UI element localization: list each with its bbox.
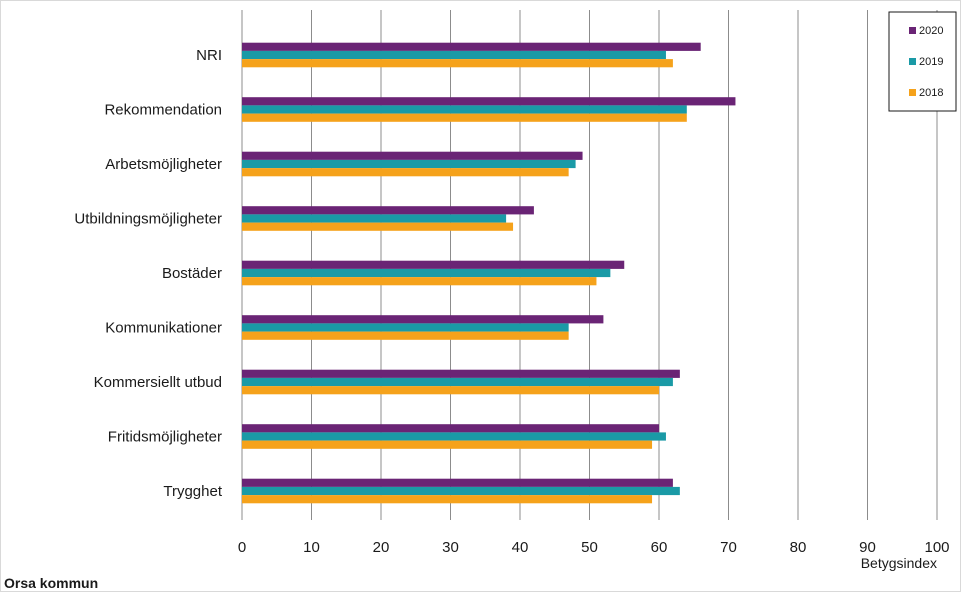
bar-2019-2 [242, 159, 576, 169]
category-label: NRI [196, 47, 222, 64]
bar-2018-2 [242, 168, 569, 177]
x-tick-label: 10 [303, 539, 320, 556]
category-label: Arbetsmöjligheter [105, 156, 222, 173]
legend-swatch-2020 [909, 27, 916, 34]
bar-2020-4 [242, 260, 625, 269]
bar-2020-6 [242, 369, 680, 378]
category-label: Kommersiellt utbud [94, 374, 222, 391]
bar-2019-3 [242, 214, 507, 223]
bar-2019-8 [242, 486, 680, 496]
bar-2020-3 [242, 206, 534, 215]
bar-2018-8 [242, 495, 653, 504]
bar-2020-8 [242, 478, 673, 487]
category-label: Trygghet [163, 483, 222, 500]
category-label: Bostäder [162, 265, 222, 282]
x-tick-label: 60 [651, 539, 668, 556]
category-labels: NRI Rekommendation Arbetsmöjligheter Utbild… [74, 47, 222, 500]
bar-2020-1 [242, 97, 736, 106]
bar-2018-7 [242, 440, 653, 449]
bar-2020-5 [242, 315, 604, 324]
legend: 2020 2019 2018 [888, 11, 957, 112]
category-label: Fritidsmöjligheter [108, 429, 222, 446]
bar-2019-4 [242, 268, 611, 278]
legend-swatch-2019 [909, 58, 916, 65]
x-tick-label: 90 [859, 539, 876, 556]
bars [242, 42, 736, 504]
x-tick-labels: 0 10 20 30 40 50 60 70 80 90 100 [238, 539, 950, 556]
legend-label-2019: 2019 [919, 56, 943, 68]
footer-title: Orsa kommun [4, 575, 99, 591]
x-tick-label: 80 [790, 539, 807, 556]
legend-swatch-2018 [909, 89, 916, 96]
legend-box [888, 11, 957, 112]
legend-label-2020: 2020 [919, 25, 943, 37]
x-tick-label: 50 [581, 539, 598, 556]
x-tick-label: 20 [373, 539, 390, 556]
bar-2018-5 [242, 331, 569, 340]
category-label: Rekommendation [104, 102, 222, 119]
bar-2020-0 [242, 42, 701, 51]
bar-2018-1 [242, 113, 687, 122]
x-tick-label: 0 [238, 539, 246, 556]
bar-2018-3 [242, 222, 514, 231]
bar-2019-0 [242, 50, 666, 60]
legend-label-2018: 2018 [919, 87, 943, 99]
bar-2019-6 [242, 377, 673, 387]
bar-2020-7 [242, 424, 659, 433]
x-tick-label: 100 [924, 539, 949, 556]
bar-2019-7 [242, 432, 666, 441]
x-tick-label: 40 [512, 539, 529, 556]
category-label: Utbildningsmöjligheter [74, 211, 222, 228]
bar-2019-5 [242, 323, 569, 332]
x-tick-label: 70 [720, 539, 737, 556]
bar-2018-4 [242, 277, 597, 286]
bar-2019-1 [242, 105, 687, 114]
bar-2020-2 [242, 151, 583, 160]
category-label: Kommunikationer [105, 320, 222, 337]
bar-2018-0 [242, 59, 673, 68]
x-tick-label: 30 [442, 539, 459, 556]
x-axis-title: Betygsindex [861, 555, 937, 571]
bar-2018-6 [242, 386, 659, 395]
